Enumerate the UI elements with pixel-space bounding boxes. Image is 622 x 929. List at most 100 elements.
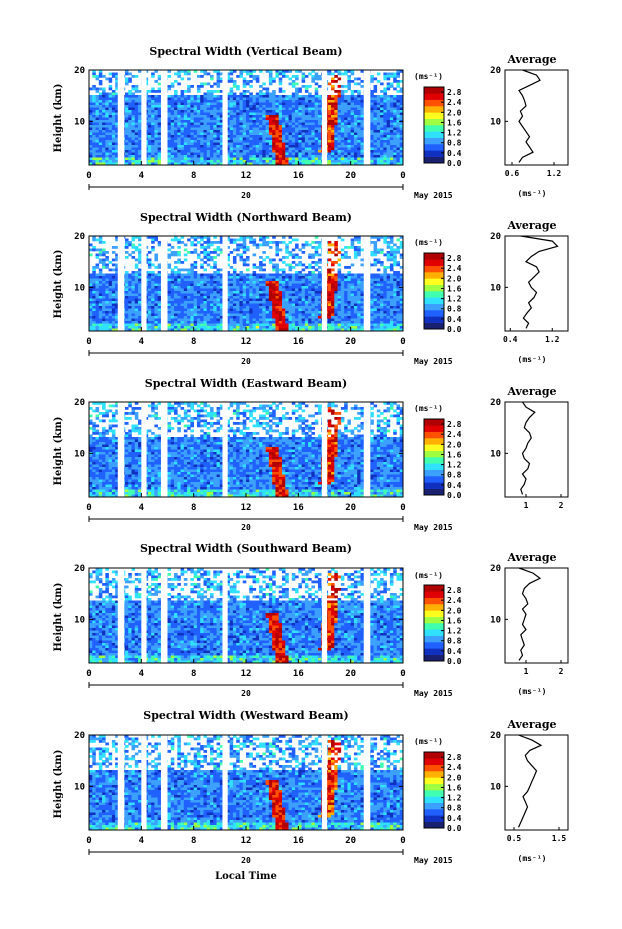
heatmap-cell (124, 251, 129, 254)
heatmap-cell (167, 75, 172, 78)
heatmap-cell (170, 308, 175, 312)
heatmap-cell (376, 110, 381, 113)
heatmap-cell (252, 105, 257, 108)
heatmap-cell (193, 318, 198, 322)
heatmap-cell (115, 135, 119, 138)
heatmap-cell (177, 100, 181, 103)
heatmap-cell (272, 323, 276, 327)
heatmap-cell (219, 241, 224, 244)
heatmap-cell (314, 132, 319, 136)
heatmap-cell (334, 147, 338, 151)
heatmap-cell (89, 323, 93, 327)
heatmap-cell (128, 112, 132, 116)
heatmap-cell (278, 258, 283, 262)
heatmap-cell (154, 140, 158, 143)
heatmap-cell (399, 152, 404, 156)
heatmap-cell (174, 107, 178, 111)
heatmap-cell (275, 152, 280, 156)
heatmap-cell (275, 288, 280, 292)
heatmap-cell (89, 293, 93, 297)
heatmap-cell (265, 321, 270, 324)
heatmap-cell (151, 100, 155, 103)
heatmap-cell (190, 115, 194, 118)
heatmap-cell (219, 77, 224, 81)
heatmap-cell (216, 321, 221, 324)
heatmap-cell (360, 102, 365, 106)
heatmap-cell (232, 105, 237, 108)
heatmap-cell (210, 162, 214, 166)
heatmap-cell (134, 100, 139, 103)
heatmap-cell (265, 283, 270, 287)
heatmap-cell (327, 102, 332, 106)
heatmap-cell (285, 296, 289, 299)
heatmap-cell (285, 115, 289, 118)
heatmap-cell (108, 102, 113, 106)
heatmap-cell (98, 313, 103, 317)
heatmap-cell (262, 105, 266, 108)
heatmap-cell (151, 135, 155, 138)
heatmap-cell (115, 271, 119, 274)
heatmap-cell (246, 127, 250, 131)
heatmap-cell (210, 288, 214, 292)
heatmap-cell (219, 120, 224, 123)
heatmap-cell (380, 95, 384, 98)
heatmap-cell (393, 152, 397, 156)
heatmap-cell (183, 306, 188, 309)
heatmap-cell (203, 157, 208, 161)
heatmap-cell (134, 258, 139, 262)
heatmap-cell (281, 157, 286, 161)
heatmap-cell (206, 107, 211, 111)
heatmap-cell (350, 162, 355, 166)
heatmap-cell (105, 135, 109, 138)
heatmap-cell (177, 157, 181, 161)
heatmap-cell (89, 150, 93, 153)
heatmap-cell (183, 296, 188, 299)
heatmap-cell (239, 328, 244, 332)
heatmap-cell (383, 150, 387, 153)
heatmap-cell (206, 110, 211, 113)
heatmap-cell (311, 155, 315, 158)
heatmap-cell (334, 107, 338, 111)
heatmap-cell (288, 107, 293, 111)
heatmap-cell (288, 95, 293, 98)
heatmap-cell (317, 130, 322, 133)
heatmap-cell (190, 150, 194, 153)
heatmap-cell (226, 145, 230, 148)
heatmap-cell (331, 125, 335, 128)
heatmap-cell (249, 142, 253, 146)
heatmap-cell (350, 155, 355, 158)
heatmap-cell (151, 147, 155, 151)
heatmap-cell (265, 313, 270, 317)
heatmap-cell (206, 306, 211, 309)
heatmap-cell (206, 273, 211, 277)
heatmap-cell (134, 160, 139, 163)
heatmap-cell (200, 112, 204, 116)
heatmap-cell (219, 97, 224, 101)
heatmap-cell (291, 162, 296, 166)
heatmap-cell (340, 110, 345, 113)
heatmap-cell (92, 271, 96, 274)
heatmap-cell (236, 298, 240, 302)
heatmap-cell (334, 75, 338, 78)
heatmap-cell (92, 122, 96, 126)
heatmap-cell (317, 125, 322, 128)
heatmap-cell (154, 120, 158, 123)
heatmap-cell (151, 87, 155, 91)
heatmap-cell (206, 140, 211, 143)
heatmap-cell (177, 150, 181, 153)
heatmap-cell (252, 127, 257, 131)
heatmap-cell (272, 115, 276, 118)
heatmap-cell (102, 127, 106, 131)
heatmap-cell (252, 318, 257, 322)
heatmap-cell (298, 142, 302, 146)
heatmap-cell (98, 321, 103, 324)
heatmap-cell (268, 72, 273, 76)
heatmap-cell (154, 303, 158, 307)
heatmap-cell (210, 318, 214, 322)
heatmap-cell (111, 263, 116, 267)
heatmap-cell (134, 266, 139, 269)
heatmap-cell (131, 130, 136, 133)
heatmap-cell (98, 296, 103, 299)
heatmap-cell (340, 132, 345, 136)
heatmap-cell (216, 326, 221, 329)
